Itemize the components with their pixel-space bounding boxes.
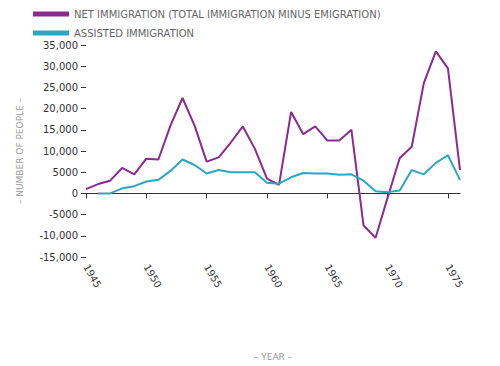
svg-text:– NUMBER OF PEOPLE –: – NUMBER OF PEOPLE –: [15, 97, 25, 204]
svg-text:– YEAR –: – YEAR –: [254, 352, 293, 362]
svg-text:1960: 1960: [262, 262, 284, 290]
svg-text:-10,000: -10,000: [39, 230, 78, 241]
svg-text:1965: 1965: [323, 262, 345, 290]
svg-text:1975: 1975: [443, 262, 465, 290]
svg-text:35,000: 35,000: [43, 40, 78, 51]
svg-text:30,000: 30,000: [43, 61, 78, 72]
svg-text:ASSISTED IMMIGRATION: ASSISTED IMMIGRATION: [74, 28, 194, 39]
svg-text:10,000: 10,000: [43, 146, 78, 157]
svg-text:NET IMMIGRATION (TOTAL IMMIGRA: NET IMMIGRATION (TOTAL IMMIGRATION MINUS…: [74, 9, 381, 20]
svg-text:1950: 1950: [142, 262, 164, 290]
svg-text:-15,000: -15,000: [39, 252, 78, 263]
svg-text:5000: 5000: [53, 167, 78, 178]
svg-text:25,000: 25,000: [43, 82, 78, 93]
svg-text:15,000: 15,000: [43, 124, 78, 135]
svg-text:1945: 1945: [81, 262, 103, 290]
svg-text:1955: 1955: [202, 262, 224, 290]
svg-text:20,000: 20,000: [43, 103, 78, 114]
svg-text:1970: 1970: [383, 262, 405, 290]
svg-text:0: 0: [72, 188, 78, 199]
svg-text:-5000: -5000: [49, 209, 78, 220]
